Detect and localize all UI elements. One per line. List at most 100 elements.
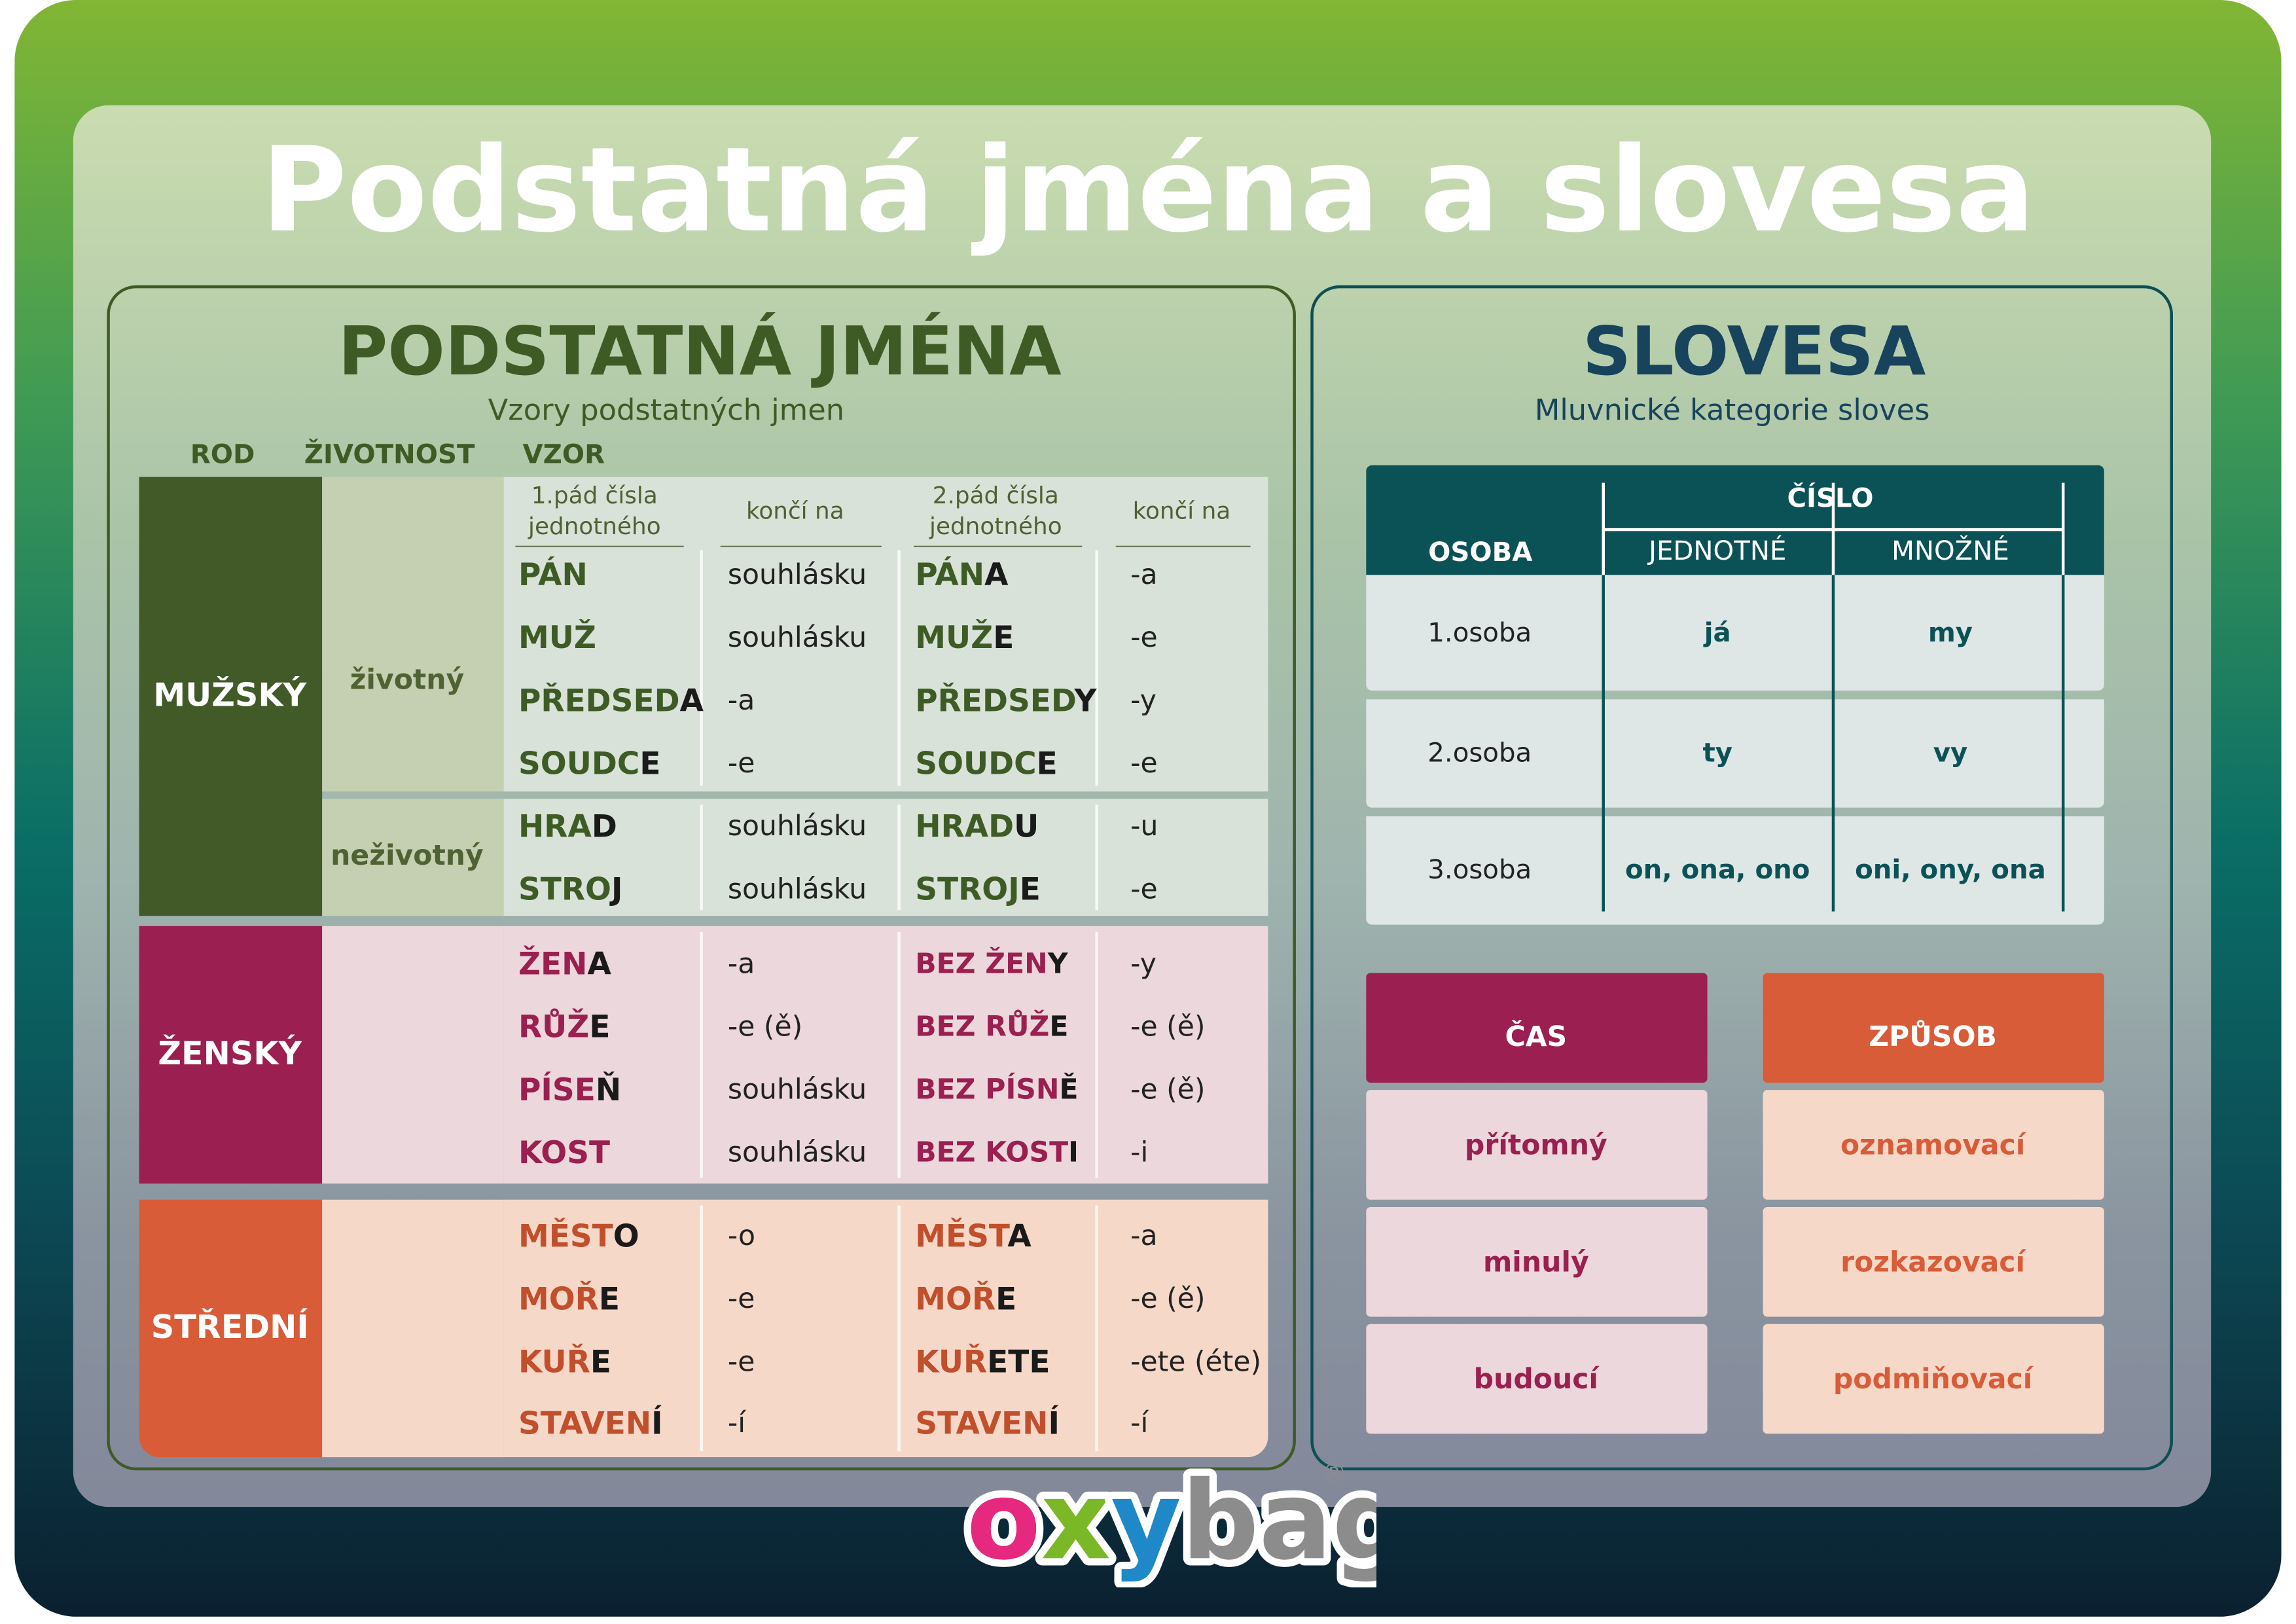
word-ending: Y: [1074, 683, 1097, 719]
ending: -e: [1130, 748, 1158, 780]
category-item: [1366, 1090, 1708, 1200]
category-item-label: rozkazovací: [1840, 1246, 2026, 1279]
ending: -a: [1130, 558, 1158, 591]
verb-cell: vy: [1933, 738, 1968, 769]
category-label: ČAS: [1505, 1021, 1568, 1054]
column-divider: [897, 550, 901, 786]
word-stem: BEZ PÍSN: [915, 1074, 1060, 1106]
person-cell: 1.osoba: [1427, 617, 1532, 649]
verb-cell: já: [1704, 617, 1731, 649]
ending: -i: [1130, 1136, 1149, 1169]
word-stem: RŮŽ: [518, 1009, 590, 1045]
word-stem: KUŘ: [915, 1344, 988, 1380]
verbs-panel: [1310, 285, 2174, 1471]
word-ending: E: [639, 746, 661, 782]
word-stem: PÁN: [518, 557, 588, 593]
word-stem: HRA: [518, 809, 592, 844]
word-stem: MĚST: [915, 1218, 1008, 1254]
word-ending: E: [1019, 872, 1041, 907]
category-item: [1763, 1206, 2104, 1317]
ending: -e: [1130, 873, 1158, 906]
word: BEZ PÍSNĚ: [915, 1074, 1078, 1106]
ending: souhlásku: [727, 1074, 867, 1106]
column-divider: [897, 1205, 901, 1452]
nouns-panel: [107, 285, 1296, 1471]
word-stem: BEZ KOST: [915, 1136, 1069, 1169]
word: HRAD: [518, 809, 617, 844]
word-stem: KUŘ: [518, 1344, 590, 1380]
subheader-underline: [914, 545, 1083, 547]
animacy-label: životný: [350, 664, 465, 696]
rows-area: [503, 477, 1268, 792]
ending: -í: [1130, 1407, 1149, 1440]
word-stem: STROJ: [915, 872, 1020, 907]
ending: -a: [1130, 1220, 1158, 1253]
section-heading: PODSTATNÁ JMÉNA: [338, 312, 1062, 391]
word-stem: HRAD: [915, 809, 1014, 844]
person-cell: 2.osoba: [1427, 738, 1532, 769]
title: Podstatná jména a slovesa: [260, 122, 2036, 259]
word-ending: E: [590, 1344, 612, 1380]
subheader: končí na: [1132, 496, 1231, 525]
gender-cell: [139, 1199, 323, 1458]
verb-cell: on, ona, ono: [1624, 855, 1810, 886]
word-ending: E: [589, 1009, 611, 1045]
column-divider: [897, 931, 901, 1178]
word-ending: ETE: [987, 1344, 1050, 1380]
word-ending: Í: [1048, 1405, 1060, 1441]
word-stem: PŘEDSED: [915, 683, 1075, 719]
verb-cell: ty: [1702, 738, 1732, 769]
logo-part: bag: [1181, 1458, 1376, 1584]
word-ending: E: [996, 1281, 1017, 1317]
word-stem: MUŽ: [915, 620, 994, 656]
subheader: 2.pád čísla jednotného: [929, 481, 1062, 540]
ending: souhlásku: [727, 873, 867, 906]
ending: souhlásku: [727, 810, 867, 843]
word: MUŽ: [518, 621, 596, 656]
category-item-label: oznamovací: [1840, 1129, 2026, 1162]
word-ending: J: [611, 872, 623, 907]
ending: -e (ě): [727, 1011, 803, 1043]
table-row: [1366, 699, 2104, 808]
word-ending: E: [598, 1281, 620, 1317]
word: STROJ: [518, 872, 623, 907]
word-stem: STRO: [518, 872, 611, 907]
animacy-cell: [322, 477, 504, 792]
logo-part: x: [1041, 1458, 1111, 1584]
word: MĚSTA: [915, 1219, 1031, 1254]
ending: souhlásku: [727, 1136, 867, 1169]
column-divider: [1095, 1205, 1098, 1452]
section-heading: SLOVESA: [1582, 312, 1926, 391]
animacy-cell: [322, 1199, 504, 1458]
word: PŘEDSEDY: [915, 683, 1096, 719]
category-header: [1763, 973, 2104, 1083]
word: BEZ ŽENY: [915, 948, 1067, 980]
verb-cell: oni, ony, ona: [1855, 855, 2046, 886]
ending: -e: [727, 748, 755, 780]
subheader: 1.pád čísla jednotného: [528, 481, 661, 540]
table-divider: [1602, 575, 1605, 912]
rows-area: [503, 799, 1268, 916]
rows-area: [503, 926, 1268, 1184]
ending: -a: [727, 948, 755, 981]
word: MOŘE: [518, 1282, 620, 1317]
word-ending: O: [613, 1218, 639, 1254]
word-stem: BEZ ŽEN: [915, 948, 1048, 981]
word: BEZ RŮŽE: [915, 1011, 1068, 1043]
word-stem: SOUDC: [915, 746, 1037, 782]
ending: -e: [727, 1346, 755, 1379]
ending: -y: [1130, 948, 1157, 981]
word-ending: Ň: [595, 1072, 622, 1108]
rows-area: [503, 1199, 1268, 1458]
word: STROJE: [915, 872, 1041, 907]
category-item: [1366, 1206, 1708, 1317]
ending: -ete (éte): [1130, 1346, 1262, 1379]
ending: -y: [1130, 685, 1157, 717]
ending: -í: [727, 1407, 746, 1440]
subheader-underline: [1115, 545, 1251, 547]
word-stem: PÁN: [915, 557, 985, 593]
word: PŘEDSEDA: [518, 683, 704, 719]
word-ending: A: [984, 557, 1009, 593]
